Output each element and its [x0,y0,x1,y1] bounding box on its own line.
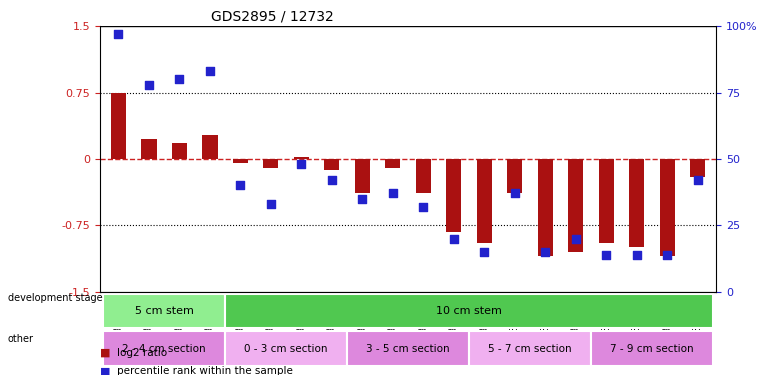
Point [661,252,674,258]
Point [112,31,125,37]
Bar [447,159,461,231]
Bar [293,157,309,159]
FancyBboxPatch shape [225,332,347,366]
Text: 5 cm stem: 5 cm stem [135,306,193,316]
Bar [537,159,553,256]
Point [600,252,612,258]
Bar [111,93,126,159]
Text: GDS2895 / 12732: GDS2895 / 12732 [211,10,333,24]
Bar [629,159,644,248]
Point [234,183,246,189]
FancyBboxPatch shape [347,332,469,366]
Point [691,177,704,183]
Point [539,249,551,255]
Point [357,196,369,202]
Bar [141,140,156,159]
Text: 7 - 9 cm section: 7 - 9 cm section [611,344,694,354]
Text: development stage: development stage [8,293,102,303]
Text: percentile rank within the sample: percentile rank within the sample [117,366,293,375]
Point [478,249,490,255]
FancyBboxPatch shape [103,294,225,328]
Point [387,190,399,196]
Text: 3 - 5 cm section: 3 - 5 cm section [367,344,450,354]
Bar [172,143,187,159]
Text: 10 cm stem: 10 cm stem [436,306,502,316]
Text: 5 - 7 cm section: 5 - 7 cm section [488,344,572,354]
Text: ■: ■ [100,366,111,375]
Text: 0 - 3 cm section: 0 - 3 cm section [244,344,328,354]
Bar [324,159,340,170]
Bar [203,135,217,159]
FancyBboxPatch shape [469,332,591,366]
Bar [690,159,705,177]
Text: 2 - 4 cm section: 2 - 4 cm section [122,344,206,354]
Bar [477,159,492,243]
Bar [416,159,431,193]
FancyBboxPatch shape [591,332,713,366]
Point [265,201,277,207]
Text: log2 ratio: log2 ratio [117,348,167,357]
FancyBboxPatch shape [225,294,713,328]
Point [142,82,155,88]
Bar [568,159,584,252]
Point [417,204,430,210]
Bar [660,159,675,256]
Bar [263,159,279,168]
Point [326,177,338,183]
Point [570,236,582,242]
Text: other: other [8,334,34,344]
Bar [355,159,370,193]
Point [447,236,460,242]
FancyBboxPatch shape [103,332,225,366]
Point [509,190,521,196]
Text: ■: ■ [100,348,111,357]
Bar [599,159,614,243]
Point [295,161,307,167]
Point [173,76,186,82]
Point [204,68,216,74]
Bar [233,159,248,164]
Bar [507,159,523,193]
Bar [385,159,400,168]
Point [631,252,643,258]
